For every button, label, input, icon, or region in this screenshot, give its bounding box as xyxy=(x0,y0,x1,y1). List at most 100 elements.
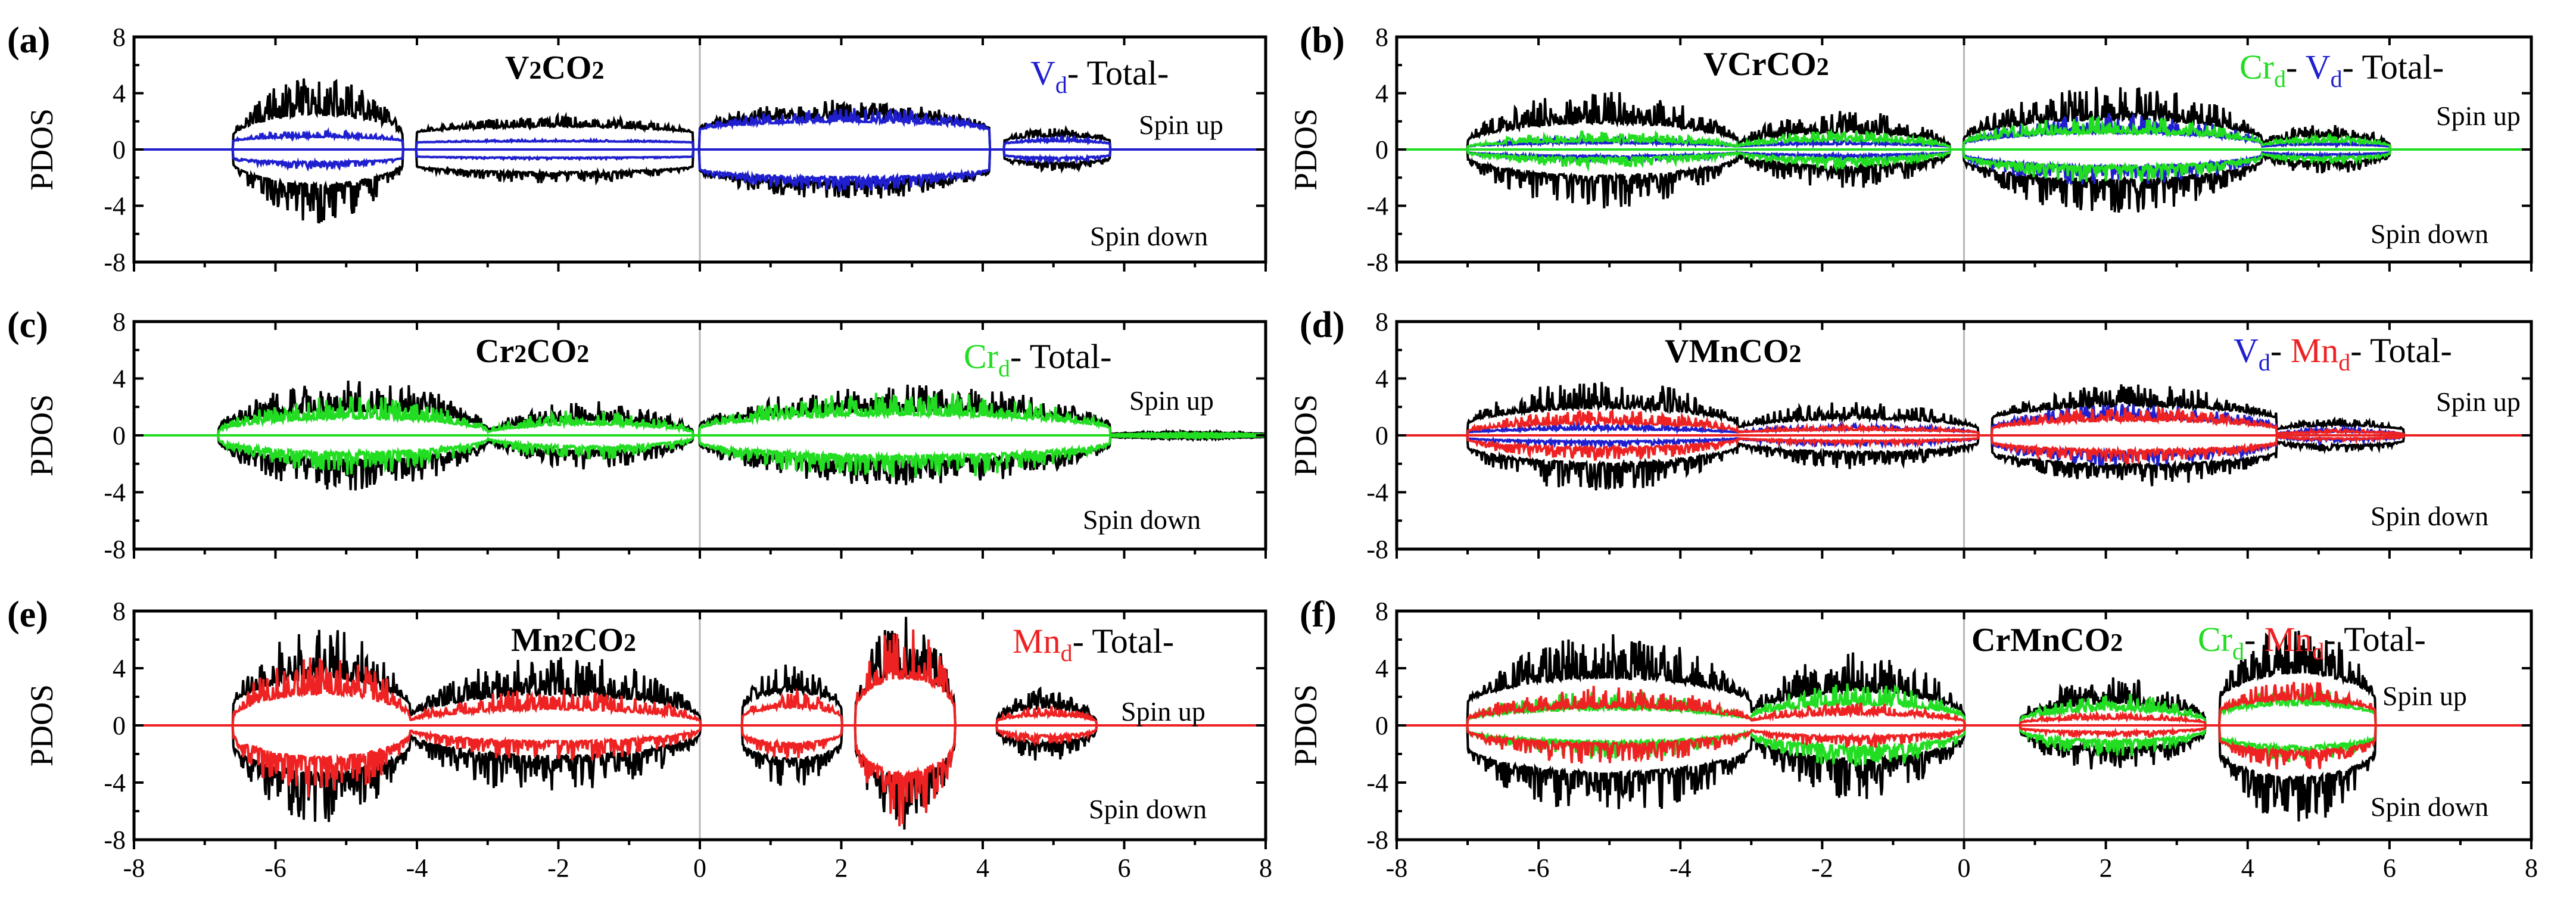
x-tick-label: -8 xyxy=(123,853,145,883)
panel-title: V2CO2 xyxy=(505,49,604,86)
y-axis-label: PDOS xyxy=(24,394,60,476)
x-tick-label: 8 xyxy=(2525,853,2538,883)
legend-dash: - xyxy=(1163,622,1174,660)
panel-label: (c) xyxy=(7,305,48,345)
y-tick-label: -4 xyxy=(1366,478,1388,507)
title-part: VMnCO xyxy=(1665,333,1789,370)
legend-entry-name: V xyxy=(1030,54,1055,92)
y-tick-label: -4 xyxy=(104,192,126,221)
title-subscript: 2 xyxy=(1789,341,1801,368)
series-crd-spin-up xyxy=(1397,116,2531,151)
series-mnd-spin-up xyxy=(1397,681,2531,727)
y-tick-label: 0 xyxy=(113,135,126,164)
x-tick-label: 4 xyxy=(2241,853,2254,883)
legend-entry-name: Mn xyxy=(1013,622,1061,660)
x-tick-label: -4 xyxy=(406,853,428,883)
legend-dash: - xyxy=(1067,54,1079,92)
y-axis-label: PDOS xyxy=(1288,684,1323,766)
legend: Mnd- Total- xyxy=(1013,622,1174,666)
legend-entry-subscript: d xyxy=(2331,66,2343,92)
x-tick-label: 6 xyxy=(1118,853,1131,883)
x-tick-label: 0 xyxy=(693,853,706,883)
spin-down-label: Spin down xyxy=(1090,221,1208,251)
title-subscript: 2 xyxy=(514,341,527,368)
spin-up-label: Spin up xyxy=(1129,385,1214,416)
x-tick-label: -6 xyxy=(264,853,286,883)
legend: Crd- Total- xyxy=(964,337,1111,382)
legend-dash: - xyxy=(2286,48,2297,86)
panel-title: VMnCO2 xyxy=(1665,333,1801,370)
legend-dash: - xyxy=(1100,337,1111,376)
y-tick-label: 4 xyxy=(113,364,126,394)
y-tick-label: -4 xyxy=(104,768,126,797)
title-part: V xyxy=(505,49,529,86)
panel-label: (d) xyxy=(1300,305,1345,345)
legend-entry-subscript: d xyxy=(2259,349,2270,376)
series-total-spin-up xyxy=(1397,86,2531,151)
title-part: VCrCO xyxy=(1703,46,1817,83)
x-tick-label: 4 xyxy=(976,853,989,883)
legend-entry-name: Total xyxy=(1092,622,1162,660)
spin-down-label: Spin down xyxy=(2371,501,2488,531)
y-tick-label: -4 xyxy=(1366,768,1388,797)
series-total-spin-down xyxy=(1397,434,2531,491)
series-mnd-spin-down xyxy=(134,724,1266,827)
legend-dash: - xyxy=(2415,620,2426,659)
legend-entry-name: Total xyxy=(2370,331,2440,370)
title-part: CO xyxy=(541,49,591,86)
legend-gap xyxy=(2282,331,2291,370)
title-subscript: 2 xyxy=(624,629,636,657)
legend-dash: - xyxy=(2244,620,2256,659)
spin-up-label: Spin up xyxy=(2436,101,2521,131)
legend-dash: - xyxy=(2432,48,2444,86)
y-tick-label: -4 xyxy=(1366,192,1388,221)
legend-entry-name: Total xyxy=(2344,620,2414,659)
y-tick-label: 4 xyxy=(1375,654,1388,683)
x-tick-label: 8 xyxy=(1259,853,1272,883)
y-tick-label: -8 xyxy=(104,535,126,564)
series-total-spin-up xyxy=(1397,382,2531,437)
y-tick-label: 8 xyxy=(113,23,126,52)
panel-title: CrMnCO2 xyxy=(1971,622,2123,659)
legend-entry-name: Cr xyxy=(2198,620,2232,659)
legend-dash: - xyxy=(2324,620,2335,659)
legend-entry-name: V xyxy=(2306,48,2331,86)
legend-entry-subscript: d xyxy=(1055,71,1067,98)
title-subscript: 2 xyxy=(529,57,541,85)
spin-down-label: Spin down xyxy=(2371,219,2488,249)
legend-dash: - xyxy=(1073,622,1084,660)
y-axis-label: PDOS xyxy=(1288,394,1323,476)
series-crd-spin-down xyxy=(134,434,1266,478)
y-tick-label: 0 xyxy=(1375,421,1388,450)
legend-entry-name: Cr xyxy=(964,337,998,376)
title-part: CrMnCO xyxy=(1971,622,2110,659)
y-tick-label: -8 xyxy=(1366,535,1388,564)
title-subscript: 2 xyxy=(577,341,589,368)
legend-entry-name: Mn xyxy=(2264,620,2313,659)
x-tick-label: -4 xyxy=(1669,853,1692,883)
spin-up-label: Spin up xyxy=(1121,696,1206,727)
panel-label: (f) xyxy=(1300,594,1337,635)
series-mnd-spin-down xyxy=(1397,434,2531,466)
legend: Crd- Vd- Total- xyxy=(2239,48,2444,92)
title-subscript: 2 xyxy=(1817,54,1829,81)
series-mnd-spin-up xyxy=(134,629,1266,727)
legend-entry-name: Total xyxy=(1030,337,1100,376)
title-subscript: 2 xyxy=(2110,629,2123,657)
legend-gap xyxy=(2256,620,2264,659)
series-total-spin-down xyxy=(1397,724,2531,822)
y-axis-label: PDOS xyxy=(24,108,60,191)
legend-entry-subscript: d xyxy=(1061,640,1073,666)
legend-entry-subscript: d xyxy=(2232,638,2244,665)
legend-gap xyxy=(1079,54,1086,92)
title-subscript: 2 xyxy=(591,57,604,85)
x-tick-label: 2 xyxy=(835,853,848,883)
x-tick-label: -2 xyxy=(547,853,569,883)
legend-dash: - xyxy=(1157,54,1169,92)
series-crd-spin-up xyxy=(134,392,1266,437)
title-part: Cr xyxy=(475,333,514,370)
